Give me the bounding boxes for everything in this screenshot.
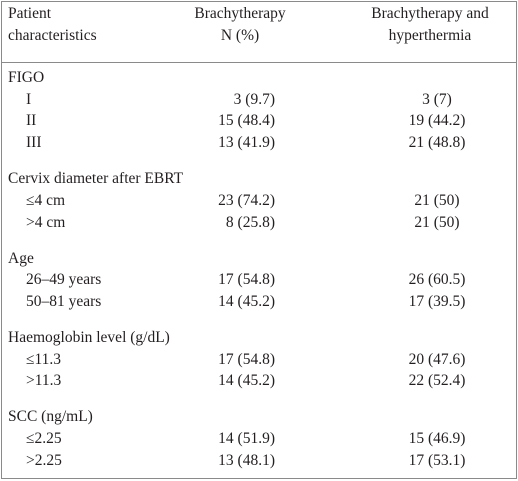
section-title: Cervix diameter after EBRT: [8, 170, 184, 188]
header-cell: N (%): [220, 27, 260, 44]
cell-combined: 3 (7): [422, 90, 452, 108]
cell-brachytherapy: 15 (48.4): [218, 112, 275, 130]
header-cell: Patient: [8, 5, 52, 22]
header-cell: Brachytherapy and: [371, 5, 489, 22]
cell-combined: 17 (39.5): [408, 292, 466, 310]
cell-brachytherapy: 14 (51.9): [218, 430, 275, 447]
cell-combined: 21 (50): [414, 191, 460, 209]
cell-brachytherapy: 17 (54.8): [218, 271, 275, 289]
cell-brachytherapy: 8 (25.8): [225, 213, 275, 231]
cell-combined: 21 (48.8): [408, 134, 466, 152]
cell-combined: 17 (53.1): [408, 451, 466, 469]
cell-brachytherapy: 17 (54.8): [218, 350, 275, 368]
row-label: 50–81 years: [26, 292, 102, 310]
cell-brachytherapy: 3 (9.7): [233, 90, 275, 108]
section-title: Age: [8, 249, 34, 267]
cell-brachytherapy: 23 (74.2): [218, 191, 275, 209]
row-label: ≤11.3: [26, 350, 62, 368]
row-label: >4 cm: [26, 213, 66, 231]
row-label: II: [26, 112, 37, 130]
row-label: I: [26, 90, 32, 108]
cell-brachytherapy: 14 (45.2): [218, 292, 275, 310]
cell-combined: 21 (50): [414, 213, 460, 231]
row-label: ≤2.25: [26, 430, 62, 447]
cell-combined: 26 (60.5): [408, 271, 466, 289]
section-title: FIGO: [8, 69, 45, 86]
header-cell: Brachytherapy: [194, 5, 286, 22]
row-label: 26–49 years: [26, 271, 102, 289]
cell-combined: 15 (46.9): [408, 430, 466, 447]
row-label: >11.3: [26, 372, 62, 390]
cell-combined: 22 (52.4): [408, 372, 466, 390]
header-cell: hyperthermia: [388, 27, 472, 44]
section-title: SCC (ng/mL): [8, 408, 93, 426]
row-label: >2.25: [26, 451, 62, 469]
cell-brachytherapy: 13 (41.9): [218, 134, 275, 152]
cell-brachytherapy: 13 (48.1): [218, 451, 275, 469]
cell-combined: 20 (47.6): [408, 350, 466, 368]
cell-brachytherapy: 14 (45.2): [218, 372, 275, 390]
row-label: ≤4 cm: [26, 191, 66, 209]
cell-combined: 19 (44.2): [408, 112, 466, 130]
section-title: Haemoglobin level (g/dL): [8, 328, 170, 346]
row-label: III: [26, 134, 42, 152]
header-cell: characteristics: [8, 27, 97, 44]
header-rule: [1, 62, 517, 63]
